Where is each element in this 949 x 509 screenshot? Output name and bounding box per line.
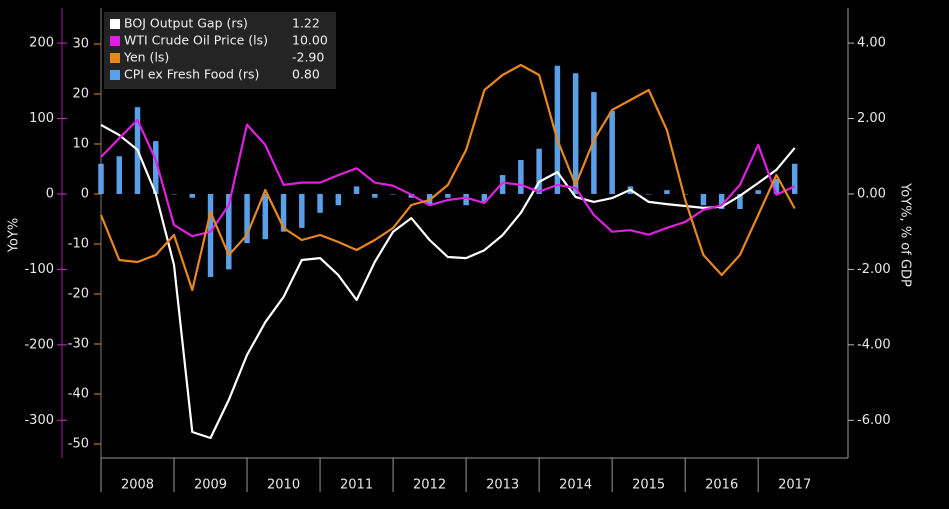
series-line (100, 123, 796, 440)
bar (153, 141, 159, 194)
bar (536, 148, 542, 194)
y3-tick-label: -10 (68, 237, 89, 252)
y3-tick-label: -50 (68, 437, 89, 452)
x-tick-label: 2008 (121, 478, 154, 493)
bar (317, 193, 323, 213)
legend-label: Yen (ls) (123, 50, 169, 65)
x-tick-label: 2016 (705, 478, 738, 493)
y-tick-label: -200 (24, 337, 54, 352)
bar (189, 193, 196, 198)
bar (572, 73, 579, 194)
y2-tick-label: -2.00 (857, 262, 891, 277)
legend-swatch (110, 53, 120, 63)
bar (280, 193, 287, 232)
bar (682, 193, 688, 195)
bar (609, 110, 615, 194)
y-tick-label: 200 (29, 36, 54, 51)
y2-axis-label: YoY%, % of GDP (898, 182, 913, 287)
bar (518, 160, 524, 194)
y-tick-label: 0 (46, 186, 54, 201)
legend-value: 10.00 (292, 33, 328, 48)
plot-area (98, 63, 798, 440)
bar (645, 193, 652, 195)
legend-value: 0.80 (292, 67, 320, 82)
y2-tick-label: -4.00 (857, 337, 891, 352)
x-tick-label: 2011 (340, 478, 373, 493)
y3-tick-label: 20 (72, 87, 89, 102)
bar (463, 193, 469, 206)
legend-box (104, 12, 336, 89)
y-tick-label: -300 (24, 413, 54, 428)
y3-tick-label: 10 (72, 137, 89, 152)
x-tick-label: 2012 (413, 478, 446, 493)
y3-tick-label: 30 (72, 37, 89, 52)
bar (591, 92, 597, 194)
series-line (99, 63, 796, 292)
bar (700, 193, 707, 206)
x-tick-label: 2010 (267, 478, 300, 493)
x-tick-label: 2014 (559, 478, 592, 493)
bar (262, 193, 269, 240)
bar (335, 193, 342, 206)
legend-label: CPI ex Fresh Food (rs) (124, 67, 259, 82)
bar (481, 193, 488, 202)
legend-swatch (110, 70, 120, 80)
bar (244, 193, 250, 243)
legend-label: BOJ Output Gap (rs) (124, 16, 248, 31)
bar (171, 193, 177, 195)
y-tick-label: 100 (29, 111, 54, 126)
bar (445, 193, 451, 198)
bar (390, 193, 396, 195)
bar (499, 175, 506, 194)
x-tick-label: 2009 (194, 478, 227, 493)
bar (773, 178, 780, 194)
bar (664, 190, 670, 194)
bar (299, 193, 305, 228)
y2-tick-label: 2.00 (857, 111, 886, 126)
bar (226, 193, 232, 270)
y3-tick-label: -30 (68, 337, 89, 352)
y3-tick-label: 0 (81, 187, 89, 202)
legend-value: -2.90 (292, 50, 324, 65)
legend: BOJ Output Gap (rs) 1.22 WTI Crude Oil Pri… (104, 12, 336, 89)
bar (791, 163, 798, 194)
bar (372, 193, 378, 198)
y-axis-label: YoY% (7, 218, 22, 253)
bar (718, 193, 725, 210)
y2-tick-label: 0.00 (857, 186, 886, 201)
y3-tick-label: -40 (68, 387, 89, 402)
bar (755, 190, 761, 194)
y2-tick-label: 4.00 (857, 36, 886, 51)
legend-value: 1.22 (292, 16, 320, 31)
legend-label: WTI Crude Oil Price (ls) (124, 33, 268, 48)
series-line (100, 118, 796, 238)
x-tick-label: 2015 (632, 478, 665, 493)
bar (98, 163, 104, 194)
bar (116, 156, 122, 194)
x-tick-label: 2017 (778, 478, 811, 493)
x-tick-label: 2013 (486, 478, 519, 493)
bar (207, 193, 214, 277)
bar (554, 65, 561, 194)
legend-swatch (110, 36, 120, 46)
y3-tick-label: -20 (68, 287, 89, 302)
bar (353, 186, 360, 194)
bar (737, 193, 743, 210)
y-tick-label: -100 (24, 262, 54, 277)
legend-swatch (110, 19, 120, 29)
y2-tick-label: -6.00 (857, 413, 891, 428)
